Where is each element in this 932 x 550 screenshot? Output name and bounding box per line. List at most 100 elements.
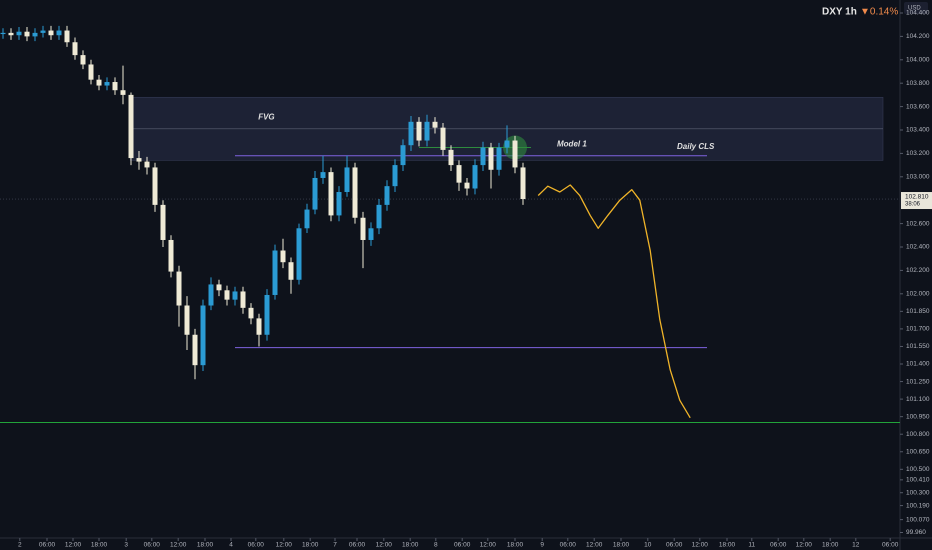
candle-body: [256, 318, 262, 335]
y-tick-label: 101.250: [906, 378, 930, 385]
candle-body: [32, 32, 38, 37]
candle-body: [352, 167, 358, 218]
price-tag-label: 102.810: [905, 194, 929, 201]
y-tick-label: 104.200: [906, 33, 930, 40]
candle-body: [96, 79, 102, 86]
candle-body: [168, 239, 174, 272]
candle-body: [192, 334, 198, 366]
candle-body: [0, 32, 6, 35]
x-tick-label: 06:00: [560, 542, 577, 549]
y-tick-label: 103.600: [906, 103, 930, 110]
candle-body: [104, 82, 110, 86]
x-tick-label: 7: [333, 542, 337, 549]
x-tick-label: 12:00: [796, 542, 813, 549]
candle-body: [56, 30, 62, 36]
candle-body: [240, 291, 246, 308]
candle-body: [512, 140, 518, 168]
candle-body: [472, 165, 478, 189]
x-tick-label: 2: [18, 542, 22, 549]
candle-body: [312, 177, 318, 210]
x-tick-label: 12:00: [276, 542, 293, 549]
y-tick-label: 100.800: [906, 431, 930, 438]
y-tick-label: 101.850: [906, 308, 930, 315]
x-tick-label: 12:00: [692, 542, 709, 549]
x-tick-label: 06:00: [882, 542, 899, 549]
candle-body: [304, 209, 310, 229]
x-tick-label: 9: [540, 542, 544, 549]
x-tick-label: 18:00: [507, 542, 524, 549]
y-tick-label: 100.650: [906, 448, 930, 455]
symbol: DXY 1h: [822, 7, 857, 18]
x-tick-label: 12:00: [480, 542, 497, 549]
x-tick-label: 10: [644, 542, 652, 549]
candle-body: [88, 64, 94, 80]
y-tick-label: 100.950: [906, 413, 930, 420]
y-tick-label: 101.550: [906, 343, 930, 350]
x-tick-label: 06:00: [454, 542, 471, 549]
candle-body: [368, 228, 374, 240]
x-tick-label: 06:00: [39, 542, 56, 549]
candle-body: [120, 90, 126, 95]
candle-body: [40, 30, 46, 33]
x-tick-label: 12:00: [376, 542, 393, 549]
x-tick-label: 12:00: [586, 542, 603, 549]
candle-body: [48, 30, 54, 36]
candle-body: [464, 182, 470, 189]
y-tick-label: 99.960: [906, 529, 926, 536]
candle-body: [480, 147, 486, 166]
x-tick-label: 18:00: [613, 542, 630, 549]
candle-body: [208, 284, 214, 306]
candle-body: [200, 305, 206, 366]
x-tick-label: 12: [852, 542, 860, 549]
candle-body: [360, 217, 366, 240]
candle-body: [456, 165, 462, 183]
candle-body: [344, 167, 350, 193]
candle-body: [160, 204, 166, 240]
candle-body: [400, 145, 406, 166]
y-tick-label: 102.600: [906, 220, 930, 227]
candle-body: [176, 271, 182, 306]
candle-body: [328, 172, 334, 216]
countdown: 38:06: [905, 202, 921, 208]
x-tick-label: 18:00: [91, 542, 108, 549]
x-tick-label: 06:00: [666, 542, 683, 549]
candle-body: [392, 165, 398, 187]
candle-body: [184, 305, 190, 335]
candle-body: [296, 228, 302, 280]
y-tick-label: 100.500: [906, 466, 930, 473]
x-tick-label: 4: [229, 542, 233, 549]
candle-body: [216, 284, 222, 291]
plot: FVG Daily CLS Model 1: [0, 25, 900, 424]
projection-path: [537, 184, 691, 419]
x-tick-label: 06:00: [144, 542, 161, 549]
y-tick-label: 102.000: [906, 291, 930, 298]
candle-body: [280, 250, 286, 263]
level-label: Daily CLS: [677, 142, 715, 151]
candle-body: [520, 167, 526, 200]
candle-body: [232, 291, 238, 300]
y-tick-label: 100.070: [906, 516, 930, 523]
x-tick-label: 11: [748, 542, 755, 549]
candle-body: [248, 307, 254, 319]
candle-body: [16, 31, 22, 36]
candle-body: [336, 192, 342, 216]
candle-body: [144, 161, 150, 168]
candle-body: [384, 186, 390, 205]
candle-body: [416, 121, 422, 141]
y-tick-label: 102.200: [906, 267, 930, 274]
currency-box[interactable]: [904, 2, 928, 14]
y-tick-label: 103.800: [906, 80, 930, 87]
currency[interactable]: USD: [908, 6, 921, 12]
candle-body: [496, 147, 502, 170]
x-tick-label: 18:00: [719, 542, 736, 549]
candle-body: [80, 55, 86, 65]
candle-body: [440, 127, 446, 150]
change: ▼0.14%: [860, 7, 898, 18]
candle-body: [64, 30, 70, 43]
candle-body: [432, 121, 438, 128]
y-tick-label: 103.000: [906, 174, 930, 181]
y-tick-label: 100.190: [906, 502, 930, 509]
